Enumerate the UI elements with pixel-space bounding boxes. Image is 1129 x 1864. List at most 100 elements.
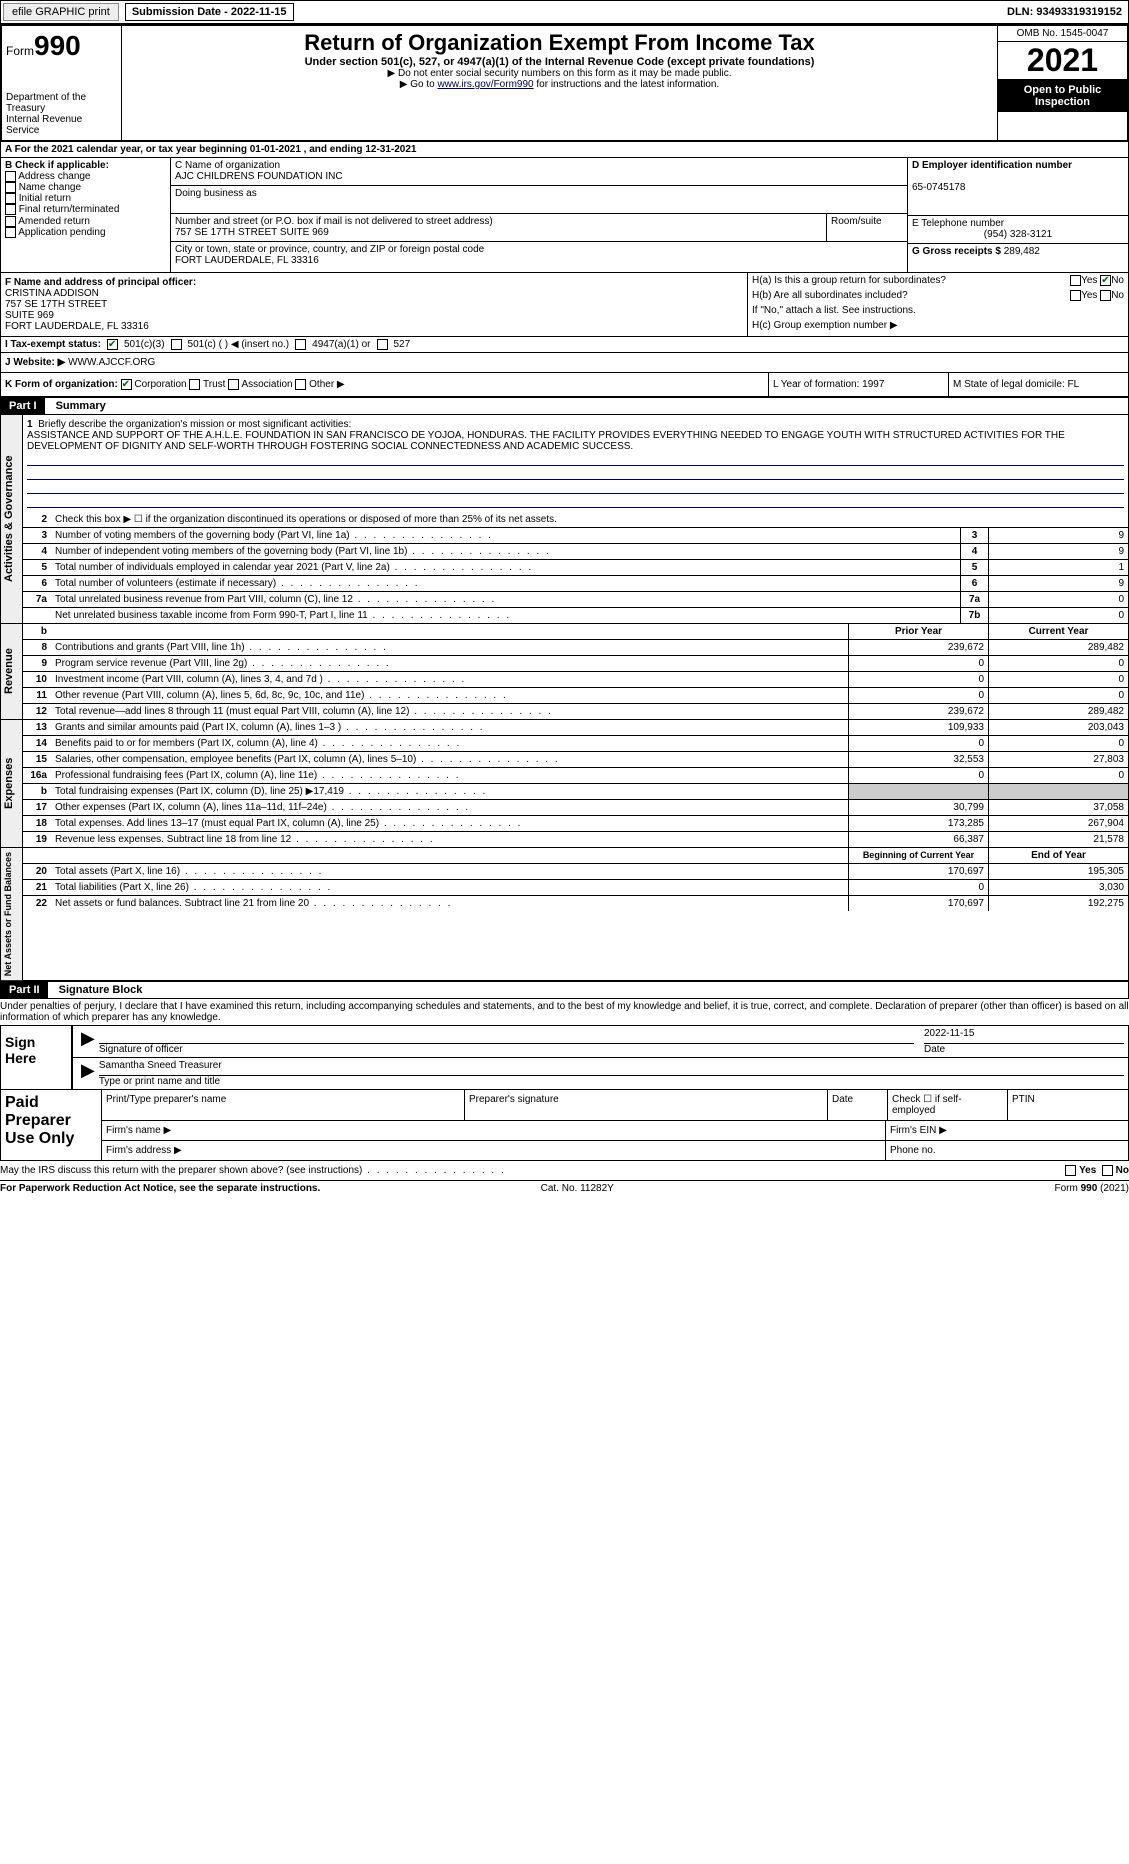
dept-treasury: Department of the Treasury — [6, 92, 117, 114]
firm-addr-label: Firm's address ▶ — [102, 1141, 886, 1160]
current-year-hdr: Current Year — [988, 624, 1128, 639]
arrow-icon: ▶ — [77, 1028, 99, 1055]
ha-yes[interactable] — [1070, 275, 1081, 286]
ha-no[interactable] — [1100, 275, 1111, 286]
b-option[interactable]: Name change — [5, 182, 166, 193]
open-inspection: Open to Public Inspection — [998, 80, 1127, 112]
revenue-line: 11Other revenue (Part VIII, column (A), … — [23, 688, 1128, 704]
sig-officer-label: Signature of officer — [99, 1044, 183, 1055]
org-address: 757 SE 17TH STREET SUITE 969 — [175, 227, 329, 238]
summary-line: 6Total number of volunteers (estimate if… — [23, 576, 1128, 592]
firm-phone-label: Phone no. — [886, 1141, 1128, 1160]
year-formation: L Year of formation: 1997 — [768, 373, 948, 396]
form-title: Return of Organization Exempt From Incom… — [126, 30, 993, 56]
dba-label: Doing business as — [175, 188, 257, 199]
tax-year: 2021 — [998, 42, 1127, 80]
gross-receipts-value: 289,482 — [1004, 246, 1040, 257]
hb-yes[interactable] — [1070, 290, 1081, 301]
section-b-c-d: B Check if applicable: Address change Na… — [0, 158, 1129, 273]
org-city: FORT LAUDERDALE, FL 33316 — [175, 255, 319, 266]
officer-addr2: SUITE 969 — [5, 310, 54, 321]
city-label: City or town, state or province, country… — [175, 244, 484, 255]
note-ssn: ▶ Do not enter social security numbers o… — [126, 68, 993, 79]
summary-line: 3Number of voting members of the governi… — [23, 528, 1128, 544]
expenses-section: Expenses 13Grants and similar amounts pa… — [0, 720, 1129, 848]
dln: DLN: 93493319319152 — [1007, 6, 1128, 18]
chk-527[interactable] — [377, 339, 388, 350]
mission-text: ASSISTANCE AND SUPPORT OF THE A.H.L.E. F… — [27, 430, 1065, 452]
efile-print-button[interactable]: efile GRAPHIC print — [3, 3, 119, 21]
top-bar: efile GRAPHIC print Submission Date - 20… — [0, 0, 1129, 24]
chk-4947[interactable] — [295, 339, 306, 350]
end-year-hdr: End of Year — [988, 848, 1128, 863]
paid-preparer-label: Paid Preparer Use Only — [1, 1090, 101, 1160]
footer-cat: Cat. No. 11282Y — [541, 1183, 614, 1194]
expense-line: 18Total expenses. Add lines 13–17 (must … — [23, 816, 1128, 832]
summary-line: 5Total number of individuals employed in… — [23, 560, 1128, 576]
preparer-sig-label: Preparer's signature — [465, 1090, 828, 1120]
b-column: B Check if applicable: Address change Na… — [1, 158, 171, 272]
chk-corp[interactable] — [121, 379, 132, 390]
expense-line: 14Benefits paid to or for members (Part … — [23, 736, 1128, 752]
discuss-no[interactable] — [1102, 1165, 1113, 1176]
q2-text: Check this box ▶ ☐ if the organization d… — [51, 512, 1128, 527]
discuss-yes[interactable] — [1065, 1165, 1076, 1176]
ein-value: 65-0745178 — [912, 182, 965, 193]
b-option[interactable]: Initial return — [5, 193, 166, 204]
k-row: K Form of organization: Corporation Trus… — [0, 373, 1129, 397]
expense-line: 15Salaries, other compensation, employee… — [23, 752, 1128, 768]
hb-label: H(b) Are all subordinates included? — [752, 290, 908, 301]
form-number: Form990 — [6, 30, 117, 62]
form-header: Form990 Department of the Treasury Inter… — [0, 24, 1129, 142]
chk-501c[interactable] — [171, 339, 182, 350]
vlabel-expenses: Expenses — [1, 720, 23, 847]
org-name: AJC CHILDRENS FOUNDATION INC — [175, 171, 343, 182]
expense-line: 19Revenue less expenses. Subtract line 1… — [23, 832, 1128, 847]
expense-line: 17Other expenses (Part IX, column (A), l… — [23, 800, 1128, 816]
net-line: 21Total liabilities (Part X, line 26)03,… — [23, 880, 1128, 896]
b-option[interactable]: Address change — [5, 171, 166, 182]
b-option[interactable]: Final return/terminated — [5, 204, 166, 215]
website-row: J Website: ▶ WWW.AJCCF.ORG — [0, 353, 1129, 373]
sign-here-label: Sign Here — [1, 1026, 71, 1089]
officer-name: CRISTINA ADDISON — [5, 288, 99, 299]
gross-receipts-label: G Gross receipts $ — [912, 246, 1001, 257]
form-subtitle: Under section 501(c), 527, or 4947(a)(1)… — [126, 56, 993, 68]
firm-name-label: Firm's name ▶ — [102, 1121, 886, 1140]
irs-link[interactable]: www.irs.gov/Form990 — [437, 79, 533, 90]
submission-date: Submission Date - 2022-11-15 — [125, 3, 294, 21]
ein-label: D Employer identification number — [912, 160, 1072, 171]
preparer-date-label: Date — [828, 1090, 888, 1120]
addr-label: Number and street (or P.O. box if mail i… — [175, 216, 493, 227]
footer-right: Form 990 (2021) — [1055, 1183, 1129, 1194]
preparer-name-label: Print/Type preparer's name — [102, 1090, 465, 1120]
ptin-label: PTIN — [1008, 1090, 1128, 1120]
part2-header: Part II Signature Block — [0, 981, 1129, 999]
website-value: WWW.AJCCF.ORG — [65, 357, 155, 368]
f-label: F Name and address of principal officer: — [5, 277, 196, 288]
chk-other[interactable] — [295, 379, 306, 390]
note-link: ▶ Go to www.irs.gov/Form990 for instruct… — [126, 79, 993, 90]
hb-no[interactable] — [1100, 290, 1111, 301]
chk-trust[interactable] — [189, 379, 200, 390]
perjury-text: Under penalties of perjury, I declare th… — [0, 999, 1129, 1025]
expense-line: 13Grants and similar amounts paid (Part … — [23, 720, 1128, 736]
section-f-h: F Name and address of principal officer:… — [0, 273, 1129, 337]
self-employed-check[interactable]: Check ☐ if self-employed — [888, 1090, 1008, 1120]
officer-addr1: 757 SE 17TH STREET — [5, 299, 107, 310]
b-option[interactable]: Amended return — [5, 216, 166, 227]
firm-ein-label: Firm's EIN ▶ — [886, 1121, 1128, 1140]
part1-header: Part I Summary — [0, 397, 1129, 415]
summary-line: Net unrelated business taxable income fr… — [23, 608, 1128, 623]
vlabel-revenue: Revenue — [1, 624, 23, 719]
signature-block: Sign Here ▶ Signature of officer 2022-11… — [0, 1025, 1129, 1161]
h-note: If "No," attach a list. See instructions… — [748, 303, 1128, 318]
omb-number: OMB No. 1545-0047 — [998, 26, 1127, 42]
chk-501c3[interactable] — [107, 339, 118, 350]
vlabel-net: Net Assets or Fund Balances — [1, 848, 23, 980]
q1-label: Briefly describe the organization's miss… — [38, 419, 351, 430]
b-option[interactable]: Application pending — [5, 227, 166, 238]
date-label: Date — [924, 1044, 945, 1055]
chk-assoc[interactable] — [228, 379, 239, 390]
net-assets-section: Net Assets or Fund Balances Beginning of… — [0, 848, 1129, 981]
